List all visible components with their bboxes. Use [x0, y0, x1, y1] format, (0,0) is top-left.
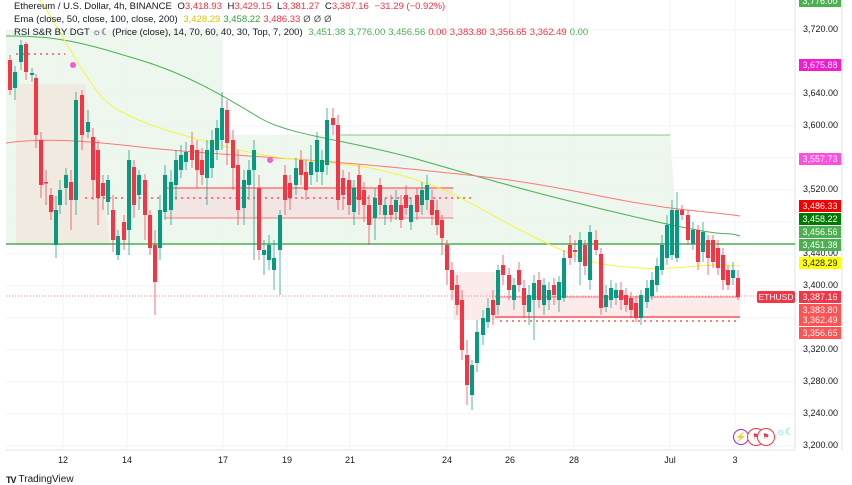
price-tag: 3,362.49 [799, 314, 841, 326]
indicator-value: 3,383.80 [449, 27, 487, 38]
price-change: −31.29 (−0.92%) [374, 1, 446, 12]
price-tag: 3,428.29 [799, 257, 841, 269]
event-markers[interactable]: ⚡ ⚑ ⚑ ☼☾ [733, 426, 795, 446]
time-axis-label: 19 [281, 455, 293, 465]
price-axis-label: 3,240.00 [802, 408, 838, 418]
price-axis-label: 3,440.00 [802, 248, 838, 258]
tradingview-brand-name: TradingView [18, 474, 74, 485]
symbol-price-tag: ETHUSD [757, 291, 795, 303]
time-axis-label: 28 [568, 455, 580, 465]
tradingview-logo[interactable]: TV TradingView [6, 474, 74, 485]
indicator-value: 3,451.38 [308, 27, 346, 38]
indicator-value: Ø [313, 14, 322, 25]
indicator-value: Ø [303, 14, 311, 25]
ohlc-high: H3,429.15 [227, 1, 272, 12]
price-axis-label: 3,320.00 [802, 344, 838, 354]
price-tag: 3,486.33 [799, 200, 841, 212]
time-axis-label: 14 [121, 455, 133, 465]
indicator-value: Ø [324, 14, 332, 25]
indicator-value: 3,456.56 [388, 27, 426, 38]
symbol-title: Ethereum / U.S. Dollar, 4h, BINANCE [14, 1, 172, 12]
time-axis-label: 17 [217, 455, 229, 465]
price-tag: 3,557.73 [799, 153, 841, 165]
chart-legend: Ethereum / U.S. Dollar, 4h, BINANCE O3,4… [14, 0, 591, 39]
price-tag: 3,675.88 [799, 59, 841, 71]
price-tag: 3,451.38 [799, 239, 841, 251]
price-axis-label: 3,200.00 [802, 440, 838, 450]
us-flag-event-icon[interactable]: ⚑ [757, 428, 775, 446]
time-axis-label: Jul [664, 455, 676, 465]
price-axis-label: 3,600.00 [802, 120, 838, 130]
price-axis-label: 3,280.00 [802, 376, 838, 386]
time-axis-label: 24 [441, 455, 453, 465]
indicator-value: 0.00 [428, 27, 447, 38]
symbol-legend-row[interactable]: Ethereum / U.S. Dollar, 4h, BINANCE O3,4… [14, 0, 591, 13]
price-tag: 3,356.65 [799, 327, 841, 339]
time-axis-label: 21 [344, 455, 356, 465]
indicator-value: 3,362.49 [529, 27, 567, 38]
indicator-value: 3,776.00 [348, 27, 386, 38]
price-tag: 3,383.80 [799, 304, 841, 316]
price-axis-label: 3,400.00 [802, 280, 838, 290]
price-axis-label: 3,520.00 [802, 184, 838, 194]
price-tag: 3,776.00 [799, 0, 841, 7]
time-axis-label: 26 [504, 455, 516, 465]
price-tag: 3,387.16 [799, 291, 841, 303]
ohlc-open: O3,418.93 [177, 1, 222, 12]
price-axis-label: 3,640.00 [802, 88, 838, 98]
rsi-sr-indicator-name: RSI S&R BY DGT ☼☾ (Price (close), 14, 70… [14, 27, 303, 38]
price-tag: 3,458.22 [799, 213, 841, 225]
time-axis-label: 3 [732, 455, 738, 465]
ohlc-close: C3,387.16 [324, 1, 369, 12]
indicator-value: 3,356.65 [489, 27, 527, 38]
indicator-value: 3,486.33 [263, 14, 301, 25]
tradingview-logo-icon: TV [6, 474, 16, 485]
indicator-value: 0.00 [569, 27, 589, 38]
indicator-value: 3,458.22 [223, 14, 261, 25]
ema-indicator-name: Ema (close, 50, close, 100, close, 200) [14, 14, 178, 25]
time-axis-label: 12 [57, 455, 69, 465]
price-tag: 3,456.56 [799, 226, 841, 238]
ema-legend-row[interactable]: Ema (close, 50, close, 100, close, 200) … [14, 13, 591, 26]
indicator-value: 3,428.29 [183, 14, 221, 25]
ohlc-low: L3,381.27 [277, 1, 320, 12]
sun-moon-icon: ☼☾ [776, 426, 795, 438]
price-axis-label: 3,720.00 [802, 24, 838, 34]
rsi-sr-legend-row[interactable]: RSI S&R BY DGT ☼☾ (Price (close), 14, 70… [14, 26, 591, 39]
